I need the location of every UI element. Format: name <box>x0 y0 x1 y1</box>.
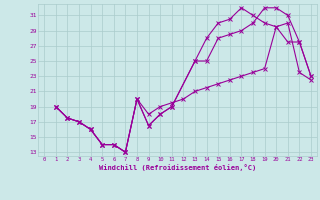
X-axis label: Windchill (Refroidissement éolien,°C): Windchill (Refroidissement éolien,°C) <box>99 164 256 171</box>
